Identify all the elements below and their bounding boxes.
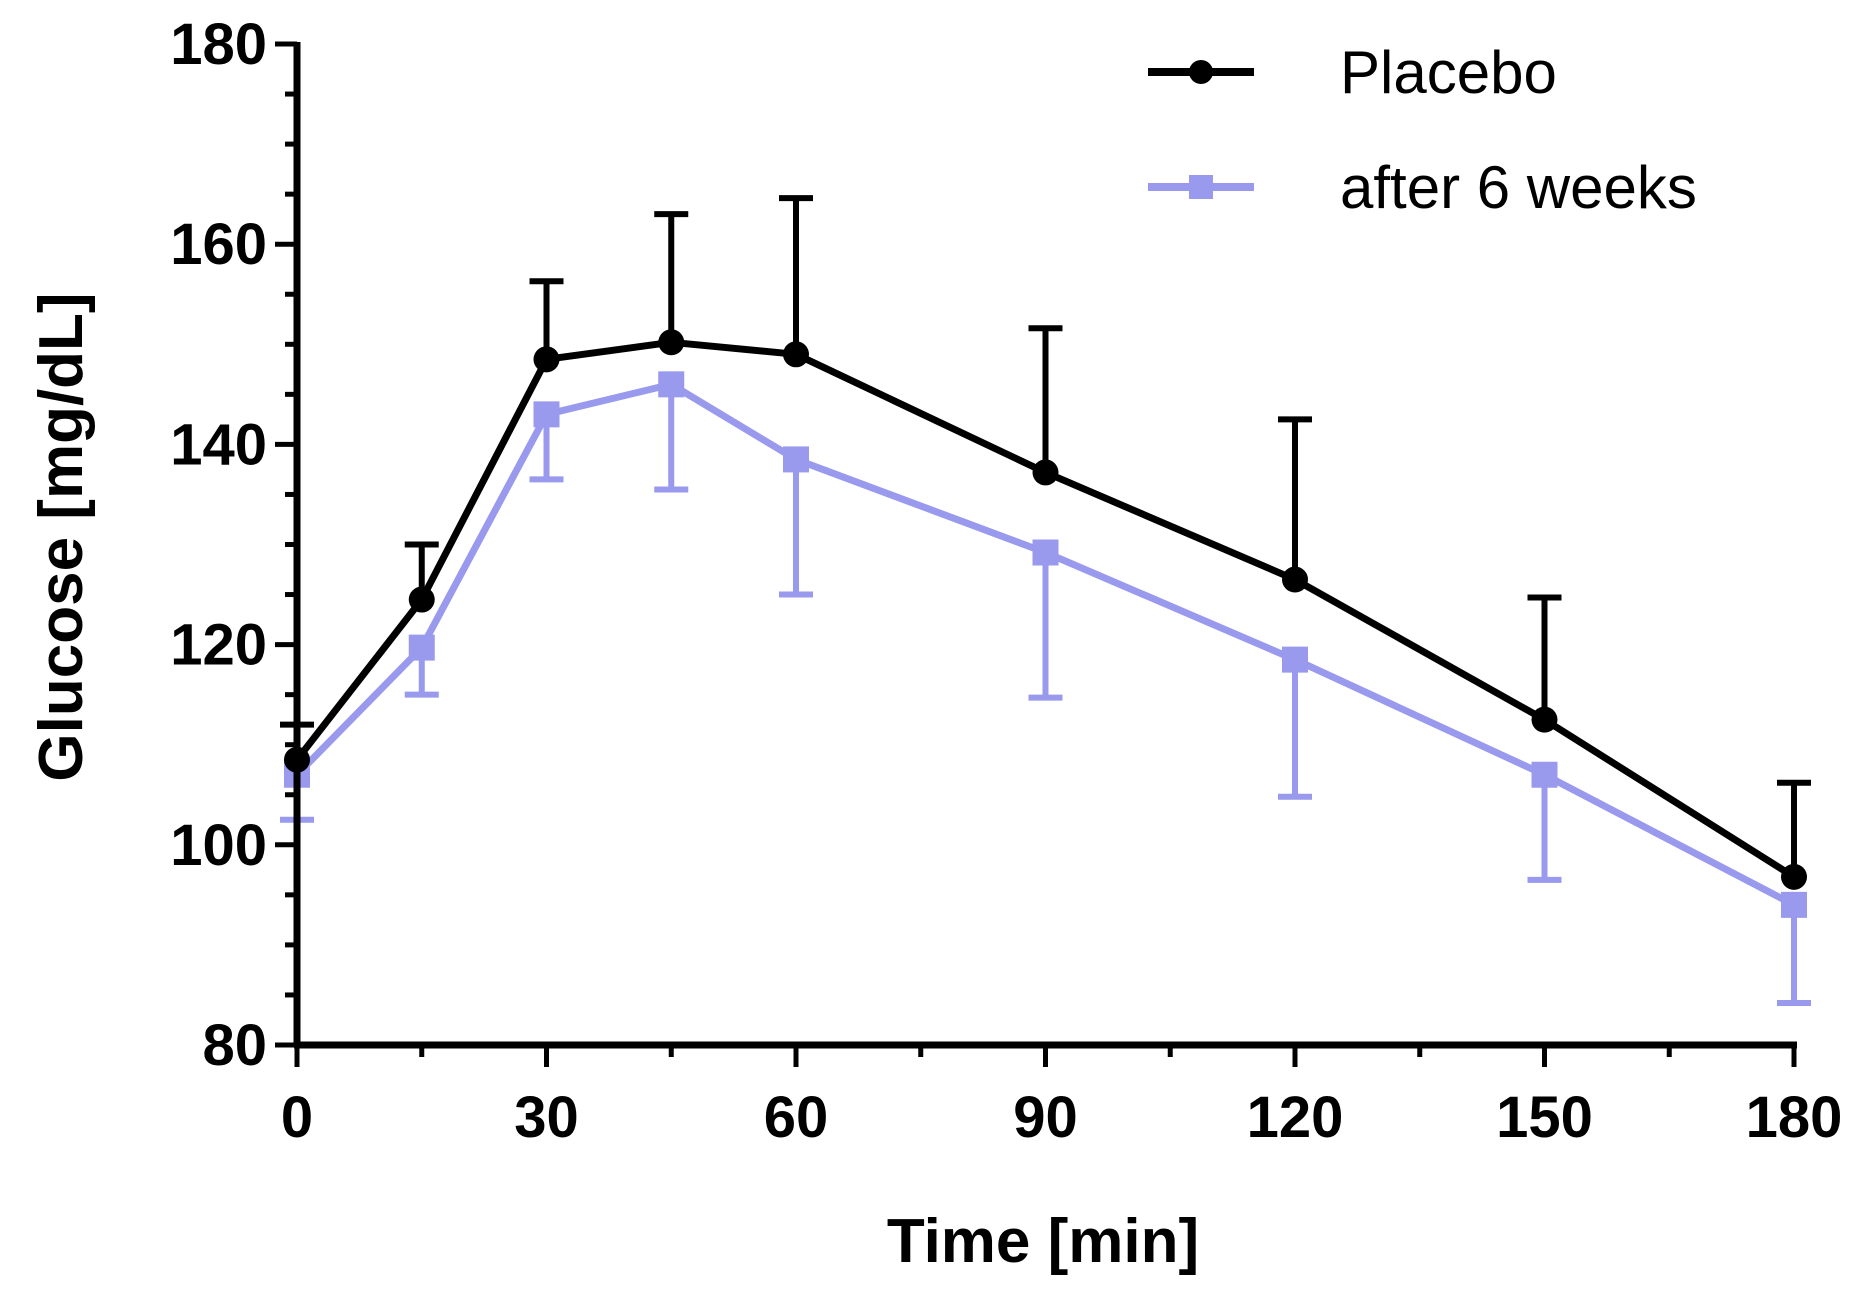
y-tick-label: 160: [170, 212, 267, 277]
x-axis-title: Time [min]: [887, 1207, 1199, 1276]
data-point-placebo: [783, 341, 809, 368]
x-tick-label: 120: [1247, 1085, 1344, 1150]
data-point-after-6-weeks: [658, 371, 685, 398]
y-tick-label: 120: [170, 613, 267, 678]
data-point-placebo: [408, 586, 435, 613]
x-tick-label: 90: [1013, 1085, 1078, 1150]
data-point-after-6-weeks: [1032, 539, 1059, 566]
legend-marker-after-6-weeks: [1189, 175, 1213, 199]
data-point-placebo: [1032, 459, 1059, 486]
legend-label-placebo: Placebo: [1340, 39, 1557, 106]
y-axis-title: Glucose [mg/dL]: [27, 292, 96, 781]
data-point-placebo: [658, 329, 685, 356]
data-point-after-6-weeks: [533, 401, 560, 428]
axes: [275, 41, 1797, 1067]
legend: Placebo after 6 weeks: [1148, 39, 1697, 221]
x-tick-label: 180: [1746, 1085, 1843, 1150]
data-point-after-6-weeks: [1781, 891, 1807, 918]
x-tick-label: 150: [1496, 1085, 1593, 1150]
x-tick-label: 60: [764, 1085, 829, 1150]
legend-marker-placebo: [1189, 60, 1213, 84]
data-point-placebo: [1781, 863, 1807, 890]
data-point-placebo: [1531, 706, 1558, 733]
y-tick-label: 100: [170, 813, 267, 878]
tick-labels: 80 100 120 140 160 180 0 30 60 90 120 150 180: [170, 12, 1842, 1150]
data-point-after-6-weeks: [1282, 646, 1308, 673]
x-tick-label: 0: [281, 1085, 313, 1150]
y-tick-label: 140: [170, 412, 267, 477]
data-point-placebo: [533, 346, 560, 373]
error-bars: [280, 195, 1811, 1006]
data-point-after-6-weeks: [783, 446, 809, 473]
y-tick-label: 180: [170, 12, 267, 77]
data-point-placebo: [1282, 566, 1308, 593]
y-tick-label: 80: [202, 1013, 267, 1078]
data-point-after-6-weeks: [408, 634, 435, 661]
legend-label-after-6-weeks: after 6 weeks: [1340, 154, 1697, 221]
data-markers: [284, 329, 1807, 918]
data-point-after-6-weeks: [1531, 761, 1558, 788]
x-tick-label: 30: [514, 1085, 579, 1150]
